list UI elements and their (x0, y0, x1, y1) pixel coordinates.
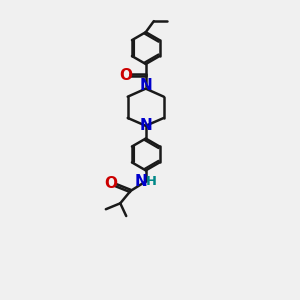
Text: O: O (119, 68, 132, 82)
Text: N: N (135, 174, 148, 189)
Text: O: O (104, 176, 117, 191)
Text: N: N (140, 78, 152, 93)
Text: N: N (140, 118, 152, 133)
Text: H: H (146, 175, 157, 188)
